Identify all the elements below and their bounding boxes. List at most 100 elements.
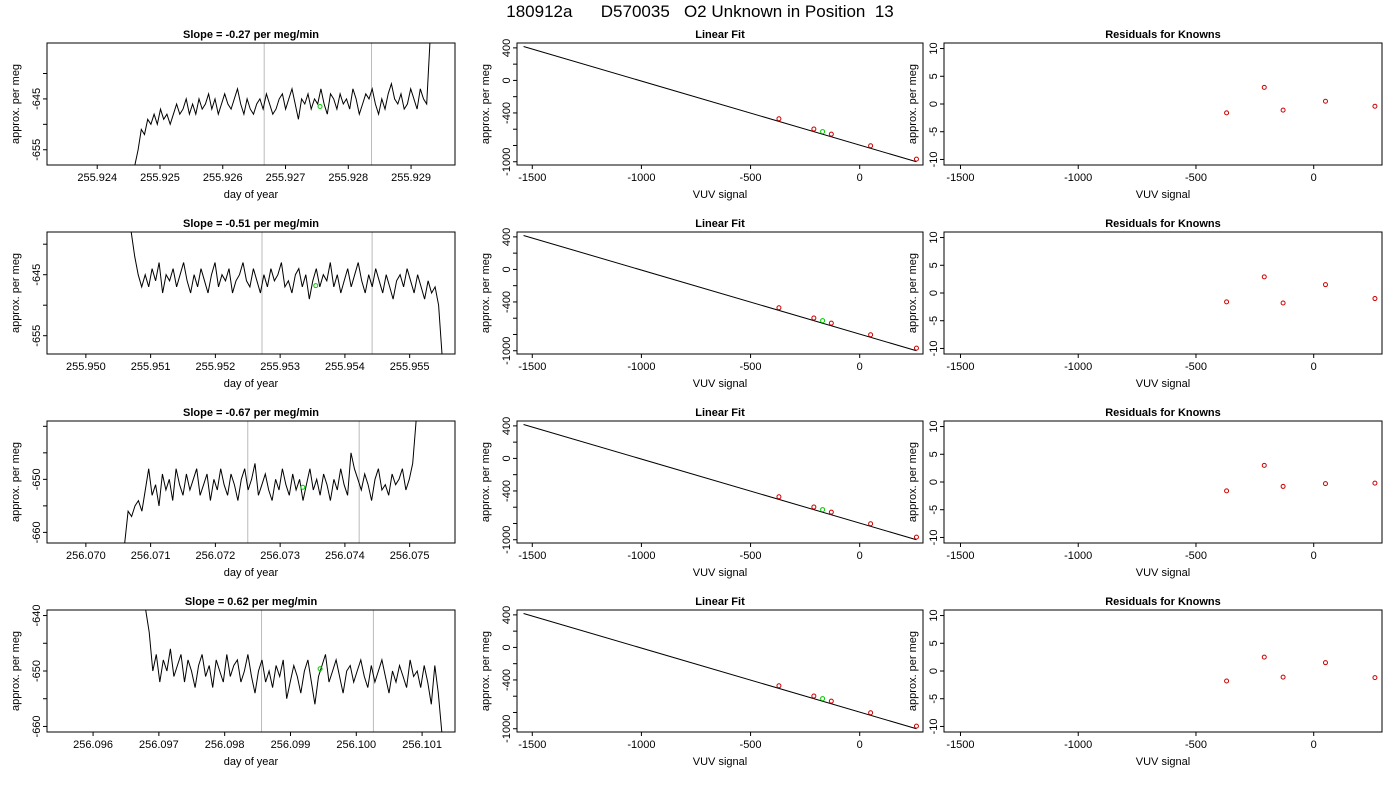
known-point [811,126,817,132]
known-point [1280,300,1286,306]
x-tick-label: -1500 [946,550,974,562]
x-tick-label: 0 [1311,739,1317,751]
plot-data [124,421,417,543]
x-tick-label: 0 [857,172,863,184]
panel-r3-c1: Linear Fit -1500 -1000 -500 0 -1000 -400 0 400 VU… [480,596,924,768]
x-axis-label: VUV signal [1136,756,1190,768]
unknown-point [820,318,826,324]
panel-title: Slope = -0.67 per meg/min [183,407,319,419]
known-point [913,345,919,351]
plot-frame [943,42,1383,166]
x-tick-label: 256.071 [131,550,171,562]
panel-title: Residuals for Knowns [1105,29,1221,41]
x-tick-label: -1500 [946,361,974,373]
x-tick-label: -500 [1185,550,1207,562]
x-tick-label: 0 [857,739,863,751]
y-axis-label: approx. per meg [907,631,919,711]
x-tick-label: 255.950 [66,361,106,373]
plot-data [1224,462,1378,494]
panel-title: Linear Fit [695,218,745,230]
unknown-point [317,104,323,110]
plot-frame [46,231,456,355]
y-tick-label: 0 [501,455,513,461]
y-tick-label: -1000 [501,715,513,743]
x-tick-label: 255.924 [77,172,117,184]
known-point [811,693,817,699]
unknown-point [317,666,323,672]
x-tick-label: -500 [1185,739,1207,751]
x-tick-label: 256.073 [260,550,300,562]
panel-r0-c2: Residuals for Knowns -1500 -1000 -500 0 -10 -5… [907,29,1383,201]
unknown-point [300,484,306,490]
y-tick-label: -650 [31,660,43,682]
plot-data [1224,654,1378,684]
known-point [1224,488,1230,494]
x-tick-label: -1000 [627,550,655,562]
y-axis-label: approx. per meg [10,253,22,333]
known-point [913,156,919,162]
y-tick-label: 10 [928,231,940,243]
unknown-point [313,283,319,289]
plot-data [1224,274,1378,306]
y-tick-label: 400 [501,39,513,57]
y-axis-label: approx. per meg [10,442,22,522]
y-tick-label: -400 [501,669,513,691]
y-tick-label: -645 [31,88,43,110]
y-tick-label: 0 [501,644,513,650]
y-tick-label: -10 [928,341,940,357]
plot-frame [46,420,456,544]
x-tick-label: 256.072 [195,550,235,562]
x-tick-label: 0 [1311,172,1317,184]
x-tick-label: -1000 [1064,739,1092,751]
x-tick-label: -1500 [518,172,546,184]
y-axis-label: approx. per meg [907,64,919,144]
known-point [1372,103,1378,109]
y-axis-label: approx. per meg [10,64,22,144]
plot-frame [943,420,1383,544]
x-tick-label: -500 [740,739,762,751]
known-point [1322,660,1328,666]
x-tick-label: -1500 [518,739,546,751]
y-tick-label: 0 [928,668,940,674]
y-tick-label: -5 [928,316,940,326]
x-axis-label: day of year [224,567,279,579]
panel-r3-c2: Residuals for Knowns -1500 -1000 -500 0 -10 -5… [907,596,1383,768]
known-point [828,509,834,515]
x-axis-label: day of year [224,756,279,768]
series-line [130,232,443,354]
plot-frame [943,609,1383,733]
known-point [1261,462,1267,468]
panel-title: Linear Fit [695,29,745,41]
y-tick-label: 10 [928,42,940,54]
y-tick-label: 10 [928,420,940,432]
known-point [1280,483,1286,489]
known-point [776,683,782,689]
fit-line [523,46,917,163]
y-tick-label: -655 [31,325,43,347]
y-tick-label: 5 [928,73,940,79]
x-tick-label: 256.074 [325,550,365,562]
fit-line [523,424,917,541]
panel-title: Residuals for Knowns [1105,596,1221,608]
y-tick-label: 0 [501,266,513,272]
panel-title: Linear Fit [695,596,745,608]
y-tick-label: -645 [31,264,43,286]
known-point [1372,480,1378,486]
x-tick-label: 256.075 [390,550,430,562]
plot-data [130,232,443,354]
x-tick-label: -1000 [1064,550,1092,562]
y-axis-label: approx. per meg [907,442,919,522]
plot-data [1224,84,1378,116]
x-tick-label: 255.952 [195,361,235,373]
panel-title: Slope = 0.62 per meg/min [185,596,318,608]
known-point [776,116,782,122]
y-tick-label: -660 [31,521,43,543]
known-point [828,131,834,137]
known-point [1280,107,1286,113]
y-tick-label: -5 [928,505,940,515]
y-tick-label: -655 [31,139,43,161]
known-point [1280,674,1286,680]
y-tick-label: -10 [928,530,940,546]
y-axis-label: approx. per meg [10,631,22,711]
x-tick-label: -1500 [946,739,974,751]
